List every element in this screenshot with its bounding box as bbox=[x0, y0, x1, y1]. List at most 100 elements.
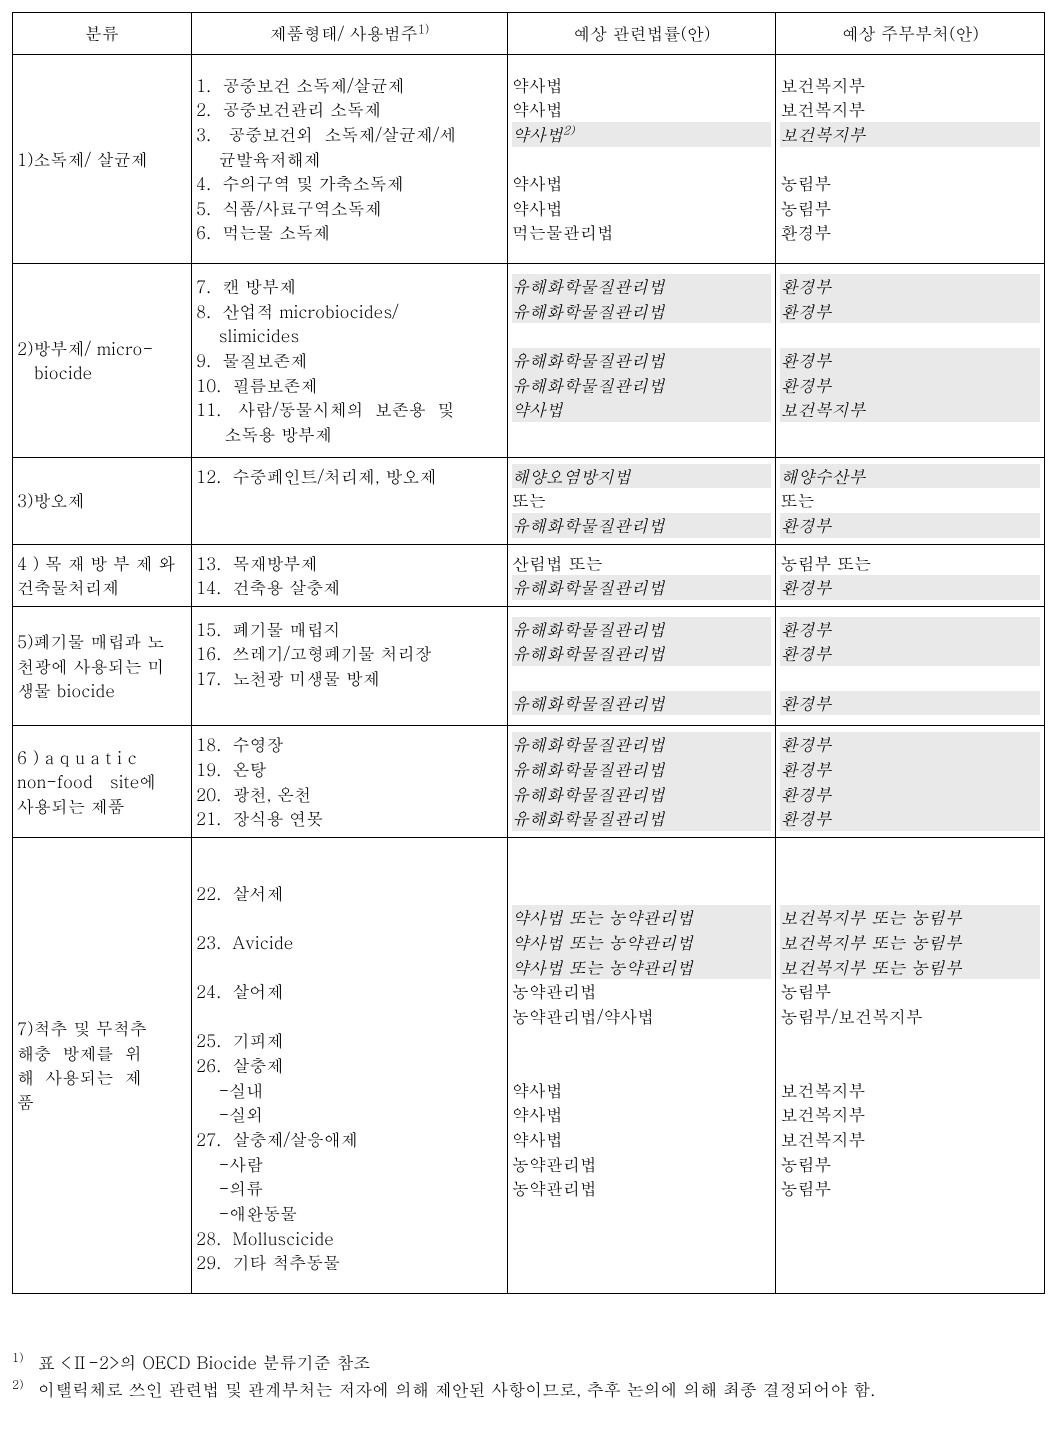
footnotes: 1) 표 <Ⅱ-2>의 OECD Biocide 분류기준 참조 2) 이탤릭체… bbox=[12, 1349, 1045, 1403]
form-line: -실외 bbox=[196, 1102, 503, 1127]
dept-line: 농림부 bbox=[780, 196, 1040, 221]
form-line: 5. 식품/사료구역소독제 bbox=[196, 196, 503, 221]
form-line: 12. 수중페인트/처리제, 방오제 bbox=[196, 464, 503, 489]
dept-line: 농림부 bbox=[780, 1152, 1040, 1177]
dept-line: 환경부 bbox=[780, 299, 1040, 324]
law-line: 농약관리법 bbox=[512, 1152, 772, 1177]
dept-line: 보건복지부 bbox=[780, 1102, 1040, 1127]
dept-line: 보건복지부 bbox=[780, 97, 1040, 122]
cell-category: 1)소독제/ 살균제 bbox=[13, 54, 192, 263]
dept-line: 농림부 또는 bbox=[780, 551, 1040, 576]
header-form-sup: 1) bbox=[418, 21, 430, 37]
form-line: 소독용 방부제 bbox=[196, 422, 503, 447]
law-lines: 약사법약사법약사법2) 약사법약사법먹는물관리법 bbox=[512, 73, 772, 245]
form-line: 18. 수영장 bbox=[196, 732, 503, 757]
dept-line: 환경부 bbox=[780, 782, 1040, 807]
table-row: 7)척추 및 무척추해충 방제를 위해 사용되는 제품 22. 살서제 23. … bbox=[13, 837, 1045, 1293]
category-line: 사용되는 제품 bbox=[17, 794, 187, 819]
page-root: 분류 제품형태/ 사용범주1) 예상 관련법률(안) 예상 주무부처(안) 1)… bbox=[0, 0, 1057, 1433]
dept-line: 보건복지부 bbox=[780, 122, 1040, 147]
cell-law: 해양오염방지법또는유해화학물질관리법 bbox=[507, 457, 776, 544]
footnote-2: 2) 이탤릭체로 쓰인 관련법 및 관계부처는 저자에 의해 제안된 사항이므로… bbox=[12, 1376, 1045, 1403]
form-line: 16. 쓰레기/고형폐기물 처리장 bbox=[196, 641, 503, 666]
form-line bbox=[196, 1004, 503, 1029]
form-line: 22. 살서제 bbox=[196, 881, 503, 906]
law-line: 약사법 또는 농약관리법 bbox=[512, 905, 772, 930]
category-lines: 2)방부제/ micro- biocide bbox=[17, 336, 187, 385]
form-line: 2. 공중보건관리 소독제 bbox=[196, 97, 503, 122]
dept-line: 보건복지부 bbox=[780, 397, 1040, 422]
dept-line: 환경부 bbox=[780, 348, 1040, 373]
dept-line bbox=[780, 323, 1040, 348]
table-row: 1)소독제/ 살균제 1. 공중보건 소독제/살균제2. 공중보건관리 소독제3.… bbox=[13, 54, 1045, 263]
dept-line: 환경부 bbox=[780, 641, 1040, 666]
cell-form: 1. 공중보건 소독제/살균제2. 공중보건관리 소독제3. 공중보건외 소독제… bbox=[192, 54, 508, 263]
dept-lines: 환경부환경부 환경부환경부보건복지부 bbox=[780, 274, 1040, 422]
dept-line: 보건복지부 bbox=[780, 73, 1040, 98]
cell-dept: 환경부환경부 환경부환경부보건복지부 bbox=[776, 264, 1045, 457]
classification-table: 분류 제품형태/ 사용범주1) 예상 관련법률(안) 예상 주무부처(안) 1)… bbox=[12, 12, 1045, 1294]
table-row: 6 ) a q u a t i cnon-food site에사용되는 제품18… bbox=[13, 726, 1045, 838]
dept-line: 환경부 bbox=[780, 373, 1040, 398]
dept-line: 환경부 bbox=[780, 274, 1040, 299]
category-line: non-food site에 bbox=[17, 769, 187, 794]
dept-line: 농림부 bbox=[780, 979, 1040, 1004]
cell-law: 약사법 또는 농약관리법약사법 또는 농약관리법약사법 또는 농약관리법농약관리… bbox=[507, 837, 776, 1293]
footnote-2-mark: 2) bbox=[12, 1376, 38, 1403]
category-line: 천광에 사용되는 미 bbox=[17, 654, 187, 679]
law-line: 약사법 bbox=[512, 397, 772, 422]
form-line: 20. 광천, 온천 bbox=[196, 782, 503, 807]
category-line: 건축물처리제 bbox=[17, 575, 187, 600]
table-row: 5)폐기물 매립과 노천광에 사용되는 미생물 biocide15. 폐기물 매… bbox=[13, 606, 1045, 726]
form-line: 7. 캔 방부제 bbox=[196, 274, 503, 299]
law-lines: 약사법 또는 농약관리법약사법 또는 농약관리법약사법 또는 농약관리법농약관리… bbox=[512, 856, 772, 1201]
form-line bbox=[196, 905, 503, 930]
table-row: 4 ) 목 재 방 부 제 와건축물처리제13. 목재방부제14. 건축용 살충… bbox=[13, 544, 1045, 606]
form-lines: 18. 수영장19. 온탕20. 광천, 온천21. 장식용 연못 bbox=[196, 732, 503, 831]
dept-line: 해양수산부 bbox=[780, 464, 1040, 489]
table-header: 분류 제품형태/ 사용범주1) 예상 관련법률(안) 예상 주무부처(안) bbox=[13, 13, 1045, 55]
category-line: 3)방오제 bbox=[17, 488, 187, 513]
form-lines: 1. 공중보건 소독제/살균제2. 공중보건관리 소독제3. 공중보건외 소독제… bbox=[196, 73, 503, 245]
category-line: biocide bbox=[17, 360, 187, 385]
dept-line: 환경부 bbox=[780, 220, 1040, 245]
footnote-1-text: 표 <Ⅱ-2>의 OECD Biocide 분류기준 참조 bbox=[38, 1349, 1045, 1376]
footnote-2-text: 이탤릭체로 쓰인 관련법 및 관계부처는 저자에 의해 제안된 사항이므로, 추… bbox=[38, 1376, 1045, 1403]
cell-form: 13. 목재방부제14. 건축용 살충제 bbox=[192, 544, 508, 606]
dept-line: 환경부 bbox=[780, 575, 1040, 600]
form-line: slimicides bbox=[196, 323, 503, 348]
law-lines: 산림법 또는유해화학물질관리법 bbox=[512, 551, 772, 600]
category-line: 1)소독제/ 살균제 bbox=[17, 147, 187, 172]
dept-line: 환경부 bbox=[780, 732, 1040, 757]
cell-form: 7. 캔 방부제8. 산업적 microbiocides/ slimicides… bbox=[192, 264, 508, 457]
form-line: 25. 기피제 bbox=[196, 1028, 503, 1053]
law-line: 먹는물관리법 bbox=[512, 220, 772, 245]
law-line: 유해화학물질관리법 bbox=[512, 299, 772, 324]
form-line: 15. 폐기물 매립지 bbox=[196, 617, 503, 642]
inline-sup: 2) bbox=[563, 122, 575, 138]
form-lines: 15. 폐기물 매립지16. 쓰레기/고형폐기물 처리장17. 노천광 미생물 … bbox=[196, 617, 503, 691]
dept-line: 환경부 bbox=[780, 513, 1040, 538]
form-lines: 13. 목재방부제14. 건축용 살충제 bbox=[196, 551, 503, 600]
category-lines: 3)방오제 bbox=[17, 488, 187, 513]
law-line: 유해화학물질관리법 bbox=[512, 757, 772, 782]
cell-form: 22. 살서제 23. Avicide 24. 살어제 25. 기피제26. 살… bbox=[192, 837, 508, 1293]
cell-dept: 환경부환경부 환경부 bbox=[776, 606, 1045, 726]
law-line bbox=[512, 1028, 772, 1053]
footnote-1: 1) 표 <Ⅱ-2>의 OECD Biocide 분류기준 참조 bbox=[12, 1349, 1045, 1376]
cell-category: 4 ) 목 재 방 부 제 와건축물처리제 bbox=[13, 544, 192, 606]
law-line: 약사법 bbox=[512, 196, 772, 221]
form-line: 균발육저해제 bbox=[196, 147, 503, 172]
cell-category: 2)방부제/ micro- biocide bbox=[13, 264, 192, 457]
law-line: 농약관리법 bbox=[512, 979, 772, 1004]
dept-line: 보건복지부 bbox=[780, 1127, 1040, 1152]
form-line: 13. 목재방부제 bbox=[196, 551, 503, 576]
dept-line: 농림부 bbox=[780, 1176, 1040, 1201]
form-line: 4. 수의구역 및 가축소독제 bbox=[196, 171, 503, 196]
law-line: 농약관리법 bbox=[512, 1176, 772, 1201]
category-line: 생물 biocide bbox=[17, 678, 187, 703]
form-line: -의류 bbox=[196, 1176, 503, 1201]
category-lines: 6 ) a q u a t i cnon-food site에사용되는 제품 bbox=[17, 745, 187, 819]
form-line: 6. 먹는물 소독제 bbox=[196, 220, 503, 245]
category-line: 7)척추 및 무척추 bbox=[17, 1016, 187, 1041]
